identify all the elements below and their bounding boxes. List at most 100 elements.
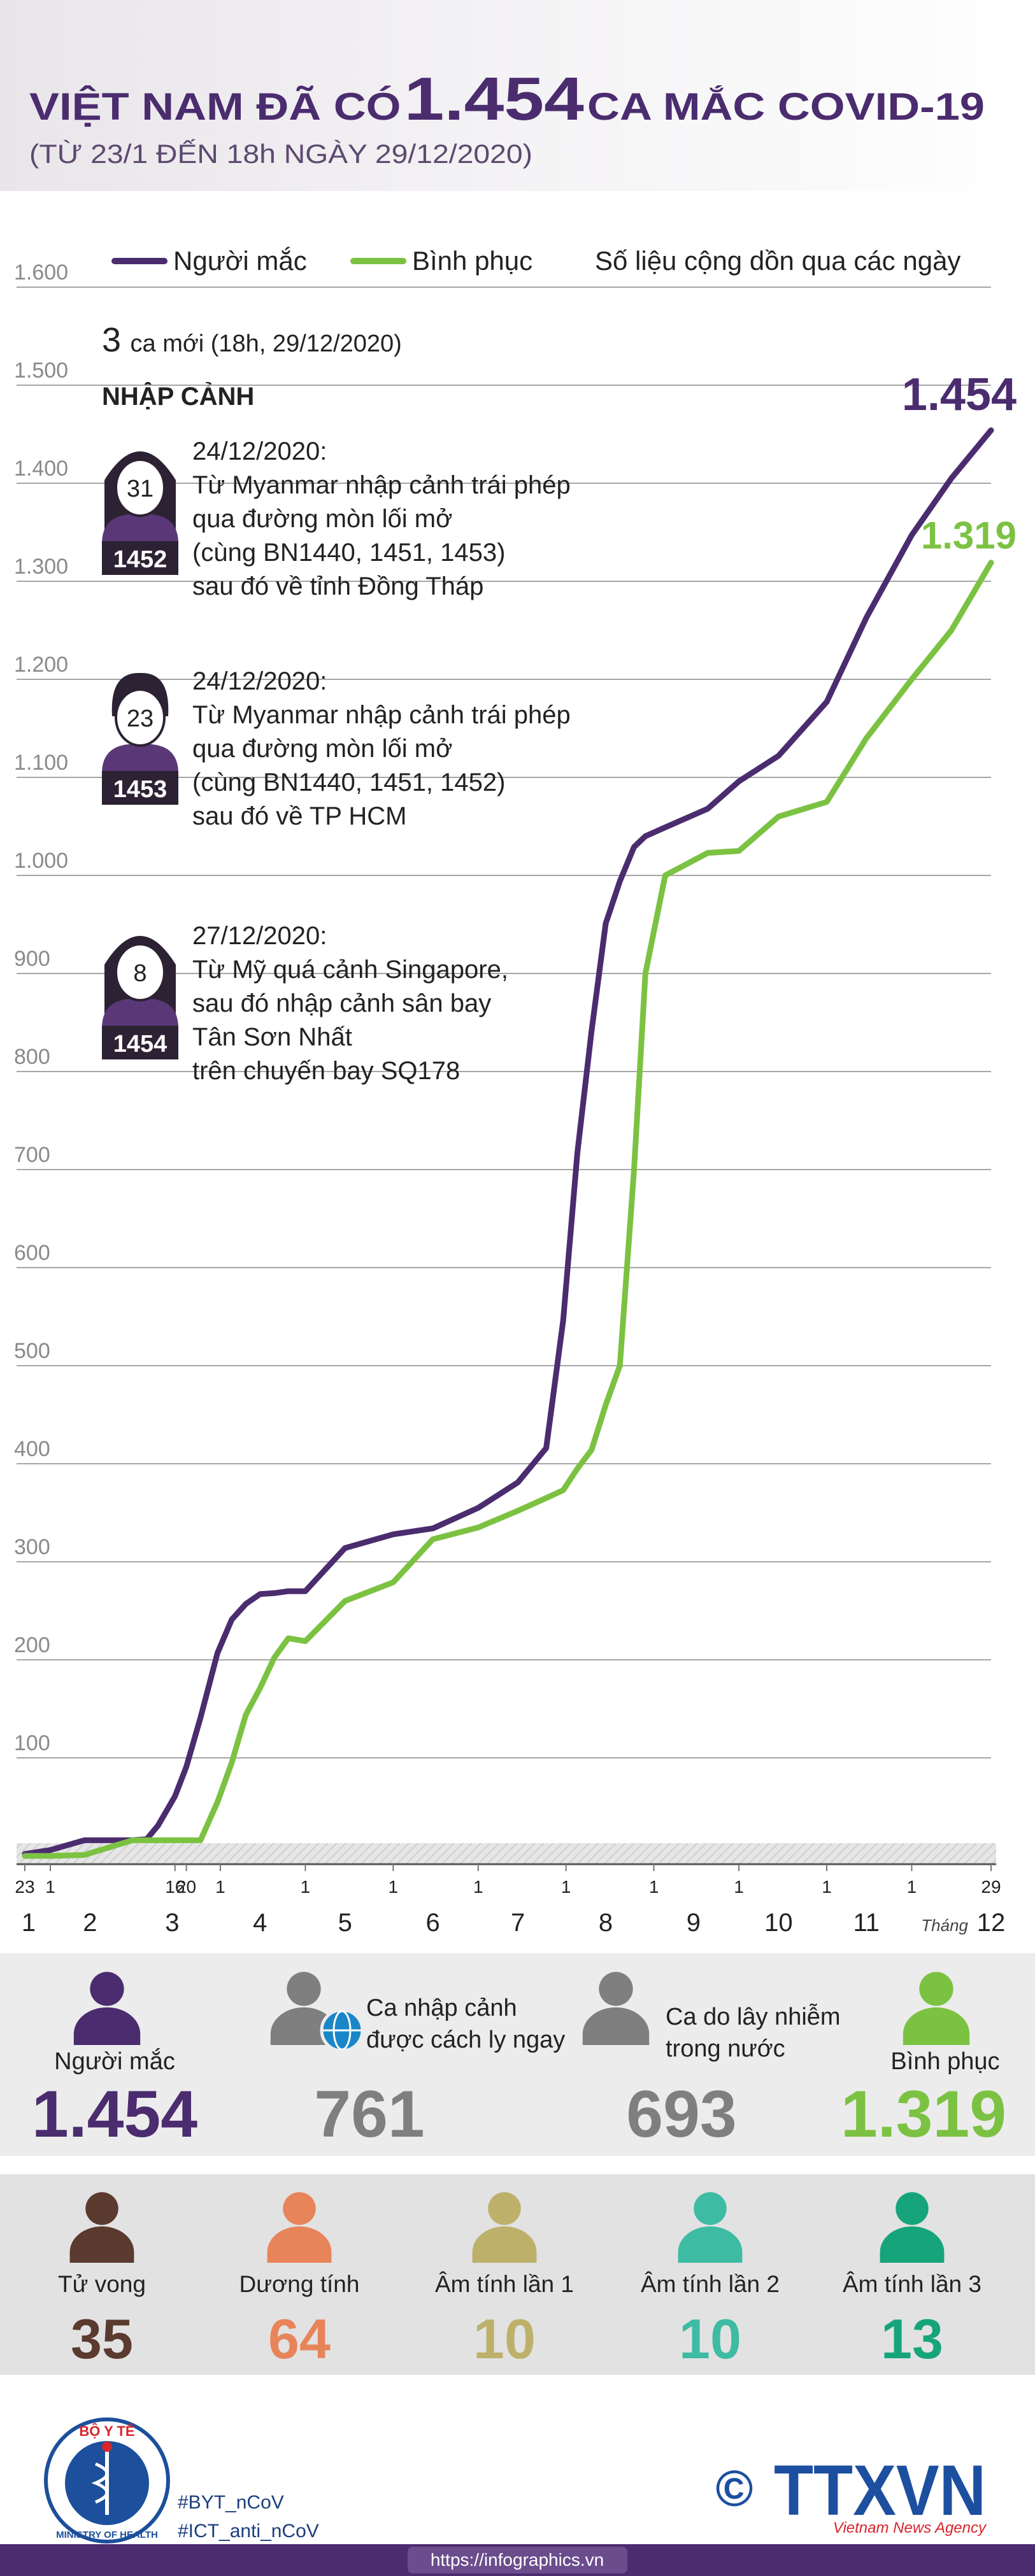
month-label: 6	[425, 1909, 439, 1937]
icon-body	[880, 2226, 945, 2263]
summary-value: 693	[626, 2077, 737, 2151]
copyright-mark: ©	[716, 2460, 753, 2517]
patient-id-box	[102, 771, 178, 805]
month-label: 2	[83, 1909, 97, 1937]
person-icon	[582, 1972, 650, 2045]
month-label: 5	[338, 1909, 352, 1937]
patient-text: 24/12/2020:	[192, 437, 327, 465]
agency-logo: TTXVN	[774, 2451, 986, 2530]
patient-text: Tân Sơn Nhất	[192, 1023, 352, 1051]
patient-icon: 23 1453	[102, 672, 178, 805]
y-tick-label: 600	[14, 1241, 50, 1265]
person-icon	[267, 2192, 332, 2263]
section-label: NHẬP CẢNH	[102, 381, 254, 411]
person-icon	[270, 1972, 338, 2045]
outcome-label: Tử vong	[58, 2271, 146, 2297]
y-tick-label: 800	[14, 1045, 50, 1069]
y-tick-label: 400	[14, 1437, 50, 1461]
legend-label: Bình phục	[412, 246, 532, 276]
globe-icon	[320, 2008, 364, 2053]
patient-id-box	[102, 1026, 178, 1059]
zero-band	[17, 1843, 996, 1864]
summary-value: 1.454	[32, 2077, 197, 2151]
y-tick-label: 1.200	[14, 653, 68, 677]
x-tick-label: 1	[561, 1877, 571, 1897]
outcome-label: Dương tính	[239, 2271, 360, 2297]
summary-label: Bình phục	[890, 2048, 999, 2075]
x-tick-label: 1	[822, 1877, 832, 1897]
patient-text: trên chuyến bay SQ178	[192, 1057, 460, 1085]
outcome-value: 10	[473, 2307, 536, 2370]
y-tick-label: 200	[14, 1633, 50, 1657]
patient-age: 23	[127, 705, 153, 732]
patient-text: Từ Myanmar nhập cảnh trái phép	[192, 471, 571, 499]
title-number: 1.454	[404, 65, 584, 133]
person-icon	[880, 2192, 945, 2263]
icon-head	[90, 1972, 124, 2006]
hashtag: #ICT_anti_nCoV	[178, 2521, 319, 2542]
x-tick-label: 1	[734, 1877, 744, 1897]
y-tick-label: 300	[14, 1535, 50, 1559]
url[interactable]: https://infographics.vn	[431, 2550, 604, 2570]
patient-id: 1452	[113, 546, 168, 573]
icon-head	[919, 1972, 953, 2006]
legend-label: Người mắc	[173, 246, 307, 276]
icon-head	[694, 2192, 727, 2225]
summary-label: được cách ly ngay	[366, 2027, 565, 2053]
face	[115, 688, 166, 747]
outcome-label: Âm tính lần 2	[641, 2271, 780, 2297]
value-label: 1.319	[921, 514, 1017, 557]
new-cases-text: ca mới (18h, 29/12/2020)	[131, 330, 402, 357]
patient-text: sau đó về TP HCM	[192, 802, 406, 830]
x-tick-label: 1	[473, 1877, 483, 1897]
month-label: 9	[687, 1909, 701, 1937]
chart-note: Số liệu cộng dồn qua các ngày	[595, 246, 960, 276]
x-tick-label: 23	[15, 1877, 34, 1897]
summary-value: 1.319	[841, 2077, 1006, 2151]
outcome-value: 35	[71, 2307, 133, 2370]
icon-body	[472, 2226, 537, 2263]
patient-text: sau đó về tỉnh Đồng Tháp	[192, 572, 483, 600]
month-label: 7	[511, 1909, 525, 1937]
y-tick-label: 1.300	[14, 555, 68, 579]
person-icon	[69, 2192, 134, 2263]
icon-body	[582, 2007, 650, 2045]
summary-label: trong nước	[666, 2035, 785, 2062]
x-tick-label: 1	[389, 1877, 399, 1897]
summary-label: Ca nhập cảnh	[366, 1995, 517, 2021]
patient-text: Từ Myanmar nhập cảnh trái phép	[192, 701, 571, 729]
y-tick-label: 100	[14, 1731, 50, 1755]
series-line	[22, 560, 994, 1859]
patient-age: 31	[127, 476, 153, 502]
y-tick-label: 1.100	[14, 751, 68, 775]
icon-head	[283, 2192, 316, 2225]
summary-label: Người mắc	[54, 2048, 175, 2075]
patient-icon: 31 1452	[102, 451, 178, 575]
x-tick-label: 20	[176, 1877, 196, 1897]
summary-label: Ca do lây nhiễm	[666, 2003, 841, 2030]
patient-text: qua đường mòn lối mở	[192, 735, 452, 763]
ministry-name-en: MINISTRY OF HEALTH	[56, 2530, 158, 2540]
patient-id: 1454	[113, 1031, 168, 1058]
y-tick-label: 700	[14, 1143, 50, 1167]
face	[115, 458, 166, 517]
patient-text: qua đường mòn lối mở	[192, 505, 452, 533]
month-label: 11	[853, 1909, 880, 1937]
x-tick-label: 1	[215, 1877, 225, 1897]
icon-body	[678, 2226, 743, 2263]
outcome-value: 13	[881, 2307, 943, 2370]
patient-text: (cùng BN1440, 1451, 1452)	[192, 768, 505, 796]
month-label: 8	[599, 1909, 613, 1937]
outcome-value: 64	[268, 2307, 331, 2370]
patient-text: (cùng BN1440, 1451, 1453)	[192, 539, 505, 567]
y-tick-label: 1.500	[14, 358, 68, 383]
x-tick-label: 1	[45, 1877, 55, 1897]
y-tick-label: 1.400	[14, 456, 68, 481]
summary-value: 761	[314, 2077, 425, 2151]
icon-body	[267, 2226, 332, 2263]
hashtag: #BYT_nCoV	[178, 2492, 284, 2513]
patient-age: 8	[133, 960, 146, 987]
icon-head	[287, 1972, 321, 2006]
month-label: 12	[977, 1909, 1006, 1937]
